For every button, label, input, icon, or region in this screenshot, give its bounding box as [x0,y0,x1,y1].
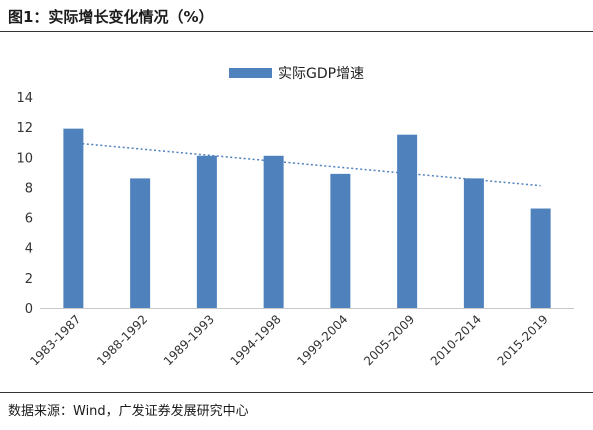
x-tick-label: 2010-2014 [428,312,484,368]
bar [63,128,84,308]
top-rule [0,31,593,32]
x-tick-label: 1999-2004 [294,312,350,368]
y-tick-label: 4 [25,242,33,257]
bar [196,155,217,308]
legend-swatch [229,68,272,78]
y-tick-label: 12 [16,121,33,136]
x-tick-label: 1988-1992 [94,312,150,368]
bar [397,134,418,308]
figure-title: 图1：实际增长变化情况（%） [8,8,214,26]
y-tick-label: 0 [25,302,33,317]
x-tick-label: 2005-2009 [361,312,417,368]
x-tick-label: 1983-1987 [27,312,83,368]
y-tick-label: 2 [25,272,33,287]
bar [463,178,484,308]
y-tick-label: 6 [25,212,33,227]
bar [130,178,151,308]
bar [330,173,351,308]
x-tick-label: 1994-1998 [228,312,284,368]
trendline [73,142,541,187]
y-tick-label: 8 [25,181,33,196]
source-note: 数据来源：Wind，广发证券发展研究中心 [8,404,249,419]
x-tick-label: 1989-1993 [161,312,217,368]
y-tick-label: 10 [16,151,33,166]
y-tick-label: 14 [16,91,33,106]
x-tick-label: 2015-2019 [495,312,551,368]
bar [263,155,284,308]
bar [530,208,551,308]
legend-label: 实际GDP增速 [278,66,364,82]
bottom-rule [0,392,593,393]
